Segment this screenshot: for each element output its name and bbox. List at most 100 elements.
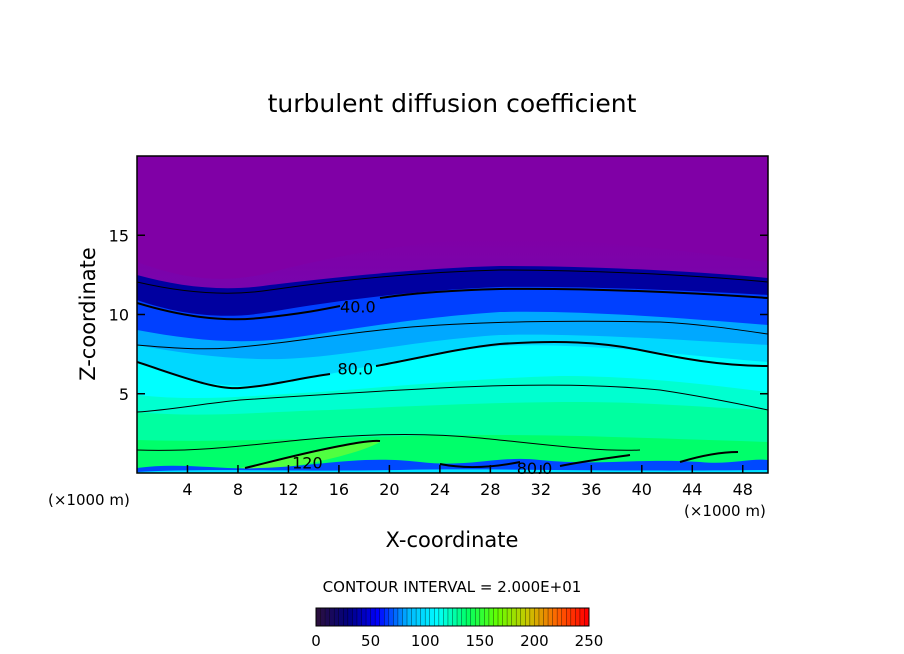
contour-label: 80.0: [338, 359, 374, 378]
x-tick-label: 44: [682, 480, 702, 499]
colorbar-tick-label: 100: [411, 632, 440, 650]
colorbar-cell: [552, 608, 558, 626]
contour-line-80: [137, 341, 768, 390]
colorbar-cell: [402, 608, 408, 626]
contour-label: 40.0: [340, 298, 376, 317]
contour-label: 120: [292, 454, 323, 473]
contour-line-120: [244, 439, 381, 469]
colorbar-cell: [361, 608, 367, 626]
x-tick-label: 4: [182, 480, 192, 499]
colorbar-cell: [366, 608, 371, 626]
colorbar-cell: [407, 608, 412, 626]
colorbar-cell: [475, 608, 481, 626]
colorbar-cell: [347, 608, 353, 626]
colorbar-cell: [525, 608, 531, 626]
colorbar-cell: [457, 608, 462, 626]
colorbar-cell: [516, 608, 522, 626]
colorbar-cell: [502, 608, 508, 626]
colorbar-cell: [320, 608, 326, 626]
colorbar-cell: [484, 608, 490, 626]
colorbar-cell: [557, 608, 562, 626]
colorbar-cell: [561, 608, 567, 626]
colorbar-cell: [538, 608, 544, 626]
colorbar-cell: [543, 608, 549, 626]
contour-line-80-surface: [439, 451, 739, 469]
contour-line-60: [137, 320, 768, 350]
colorbar-cell: [438, 608, 444, 626]
colorbar-cell: [520, 608, 526, 626]
x-tick-label: 32: [531, 480, 551, 499]
colorbar-tick-label: 200: [520, 632, 549, 650]
colorbar-tick-label: 150: [465, 632, 494, 650]
colorbar-tick-label: 250: [575, 632, 604, 650]
x-axis-label: X-coordinate: [386, 528, 519, 552]
colorbar-cell: [511, 608, 517, 626]
contour-line-20: [137, 269, 768, 294]
colorbar-cell: [420, 608, 426, 626]
x-tick-label: 36: [581, 480, 601, 499]
colorbar-cell: [479, 608, 485, 626]
colorbar-cell: [425, 608, 431, 626]
surface-cyan-band: [137, 469, 768, 473]
x-tick-label: 12: [278, 480, 298, 499]
colorbar-cell: [493, 608, 499, 626]
x-unit-right: (×1000 m): [684, 502, 766, 520]
colorbar-cell: [416, 608, 421, 626]
colorbar-cell: [470, 608, 476, 626]
contour-line-40: [137, 287, 768, 321]
colorbar-cell: [388, 608, 394, 626]
colorbar-cell: [579, 608, 585, 626]
y-tick-label: 5: [119, 385, 129, 404]
contour-line-80-lower: [137, 433, 641, 451]
x-tick-label: 40: [632, 480, 652, 499]
colorbar-cell: [343, 608, 349, 626]
colorbar-cell: [498, 608, 503, 626]
x-tick-label: 8: [233, 480, 243, 499]
colorbar-cell: [356, 608, 362, 626]
colorbar-cell: [393, 608, 399, 626]
colorbar-cell: [566, 608, 572, 626]
colorbar-cell: [325, 608, 330, 626]
colorbar-cell: [461, 608, 467, 626]
x-tick-label: 20: [379, 480, 399, 499]
band-yellow-green: [240, 441, 380, 469]
colorbar-cell: [370, 608, 376, 626]
colorbar-cell: [548, 608, 553, 626]
colorbar-cell: [488, 608, 494, 626]
colorbar-cell: [379, 608, 385, 626]
colorbar-cell: [397, 608, 403, 626]
colorbar-cell: [434, 608, 440, 626]
colorbar-cell: [338, 608, 344, 626]
contour-interval-text: CONTOUR INTERVAL = 2.000E+01: [323, 578, 582, 596]
colorbar-cell: [352, 608, 358, 626]
y-ticks: 5 10 15: [109, 226, 768, 404]
colorbar-cell: [411, 608, 417, 626]
y-tick-label: 10: [109, 306, 129, 325]
chart-title: turbulent diffusion coefficient: [268, 89, 637, 118]
y-axis-label: Z-coordinate: [76, 247, 100, 381]
x-tick-label: 24: [430, 480, 450, 499]
colorbar-cell: [466, 608, 471, 626]
colorbar-cell: [334, 608, 340, 626]
colorbar-cell: [534, 608, 540, 626]
colorbar-cell: [329, 608, 335, 626]
colorbar-cell: [570, 608, 576, 626]
colorbar-cell: [507, 608, 512, 626]
colorbar-cell: [443, 608, 449, 626]
colorbar-cell: [447, 608, 453, 626]
contour-field: [137, 156, 768, 473]
colorbar-tick-label: 50: [361, 632, 380, 650]
colorbar: 0 50 100 150 200 250: [311, 607, 604, 650]
x-ticks: 4 8 12 16 20 24 28 32 36 40 44 48: [182, 465, 753, 499]
colorbar-cell: [529, 608, 535, 626]
colorbar-cell: [584, 608, 590, 626]
colorbar-cell: [575, 608, 581, 626]
colorbar-frame: [315, 607, 590, 627]
contour-lines: [137, 269, 768, 469]
x-tick-label: 16: [329, 480, 349, 499]
x-tick-label: 28: [480, 480, 500, 499]
colorbar-cell: [316, 608, 321, 626]
colorbar-tick-label: 0: [311, 632, 321, 650]
y-tick-label: 15: [109, 226, 129, 245]
